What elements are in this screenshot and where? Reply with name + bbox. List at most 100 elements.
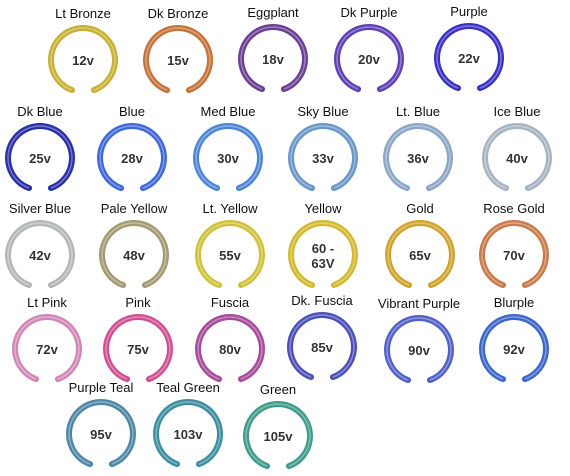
ring-item-gold: Gold 65v [385,201,455,289]
ring-name-label: Dk Purple [340,5,397,20]
ring-highlight [7,125,73,189]
ring-voltage-label: 92v [503,342,525,357]
ring-item-pale-yellow: Pale Yellow 48v [99,201,169,289]
ring-highlight [105,316,171,380]
ring-shape [66,399,136,468]
ring-highlight [481,316,547,380]
ring-name-label: Yellow [304,201,342,216]
ring-voltage-label: 72v [36,342,58,357]
ring-item-med-blue: Med Blue 30v [193,104,263,192]
ring-shape [97,123,167,192]
ring-shape [103,314,173,383]
ring-voltage-label: 105v [264,429,294,444]
ring-voltage-label: 65v [409,248,431,263]
ring-name-label: Ice Blue [494,104,541,119]
ring-name-label: Blurple [494,295,534,310]
ring-voltage-label: 95v [90,427,112,442]
ring-item-purple: Purple 22v [434,4,504,92]
ring-name-label: Gold [406,201,433,216]
ring-name-label: Pale Yellow [101,201,168,216]
ring-shape [99,220,169,289]
ring-shape [482,123,552,192]
ring-voltage-label: 20v [358,52,380,67]
ring-voltage-label: 22v [458,51,480,66]
ring-shape [479,314,549,383]
ring-item-dk-bronze: Dk Bronze 15v [143,6,213,94]
ring-item-purple-teal: Purple Teal 95v [66,380,136,468]
ring-shape [195,220,265,289]
ring-voltage-label: 12v [72,53,94,68]
ring-highlight [484,125,550,189]
ring-shape [12,314,82,383]
ring-item-green: Green 105v [243,382,313,470]
ring-item-blue: Blue 28v [97,104,167,192]
ring-shape [153,399,223,468]
ring-shape [5,123,75,192]
ring-highlight [336,26,402,90]
ring-highlight [385,125,451,189]
ring-shape [479,220,549,289]
ring-shape [243,401,313,470]
ring-shape [193,123,263,192]
ring-shape [288,220,358,289]
ring-item-yellow: Yellow 60 -63V [288,201,358,289]
ring-voltage-label: 15v [167,53,189,68]
ring-name-label: Purple Teal [69,380,134,395]
ring-name-label: Silver Blue [9,201,71,216]
ring-shape [288,123,358,192]
ring-item-lt-pink: Lt Pink 72v [12,295,82,383]
ring-shape [334,24,404,93]
ring-highlight [245,403,311,467]
ring-highlight [290,222,356,286]
ring-voltage-label: 28v [121,151,143,166]
ring-highlight [436,25,502,89]
ring-shape [434,23,504,92]
ring-name-label: Dk Blue [17,104,63,119]
ring-voltage-label: 85v [311,340,333,355]
ring-voltage-label: 55v [219,248,241,263]
ring-voltage-label: 25v [29,151,51,166]
ring-shape [195,314,265,383]
ring-name-label: Teal Green [156,380,220,395]
ring-shape [287,312,357,381]
ring-highlight [155,401,221,465]
ring-name-label: Med Blue [201,104,256,119]
ring-shape [143,25,213,94]
ring-item-dk-purple: Dk Purple 20v [334,5,404,93]
ring-item-eggplant: Eggplant 18v [238,5,308,93]
ring-voltage-label: 18v [262,52,284,67]
ring-item-pink: Pink 75v [103,295,173,383]
ring-item-lt-yellow: Lt. Yellow 55v [195,201,265,289]
ring-item-silver-blue: Silver Blue 42v [5,201,75,289]
ring-voltage-label: 33v [312,151,334,166]
ring-highlight [101,222,167,286]
ring-item-vibrant-purple: Vibrant Purple 90v [378,296,460,384]
ring-voltage-label: 60 -63V [311,241,334,271]
ring-voltage-label: 70v [503,248,525,263]
ring-item-lt-bronze: Lt Bronze 12v [48,6,118,94]
ring-highlight [289,314,355,378]
ring-voltage-label: 90v [408,343,430,358]
ring-highlight [240,26,306,90]
ring-item-rose-gold: Rose Gold 70v [479,201,549,289]
ring-voltage-label: 36v [407,151,429,166]
ring-highlight [386,317,452,381]
ring-item-dk-fuscia: Dk. Fuscia 85v [287,293,357,381]
ring-item-sky-blue: Sky Blue 33v [288,104,358,192]
ring-shape [384,315,454,384]
ring-name-label: Dk. Fuscia [291,293,353,308]
ring-item-teal-green: Teal Green 103v [153,380,223,468]
ring-highlight [50,27,116,91]
ring-voltage-label: 103v [174,427,204,442]
ring-name-label: Lt. Yellow [203,201,259,216]
ring-shape [5,220,75,289]
ring-voltage-label: 40v [506,151,528,166]
ring-item-lt-blue: Lt. Blue 36v [383,104,453,192]
ring-highlight [387,222,453,286]
ring-name-label: Sky Blue [297,104,348,119]
ring-name-label: Green [260,382,296,397]
ring-name-label: Blue [119,104,145,119]
ring-name-label: Purple [450,4,488,19]
ring-shape [385,220,455,289]
